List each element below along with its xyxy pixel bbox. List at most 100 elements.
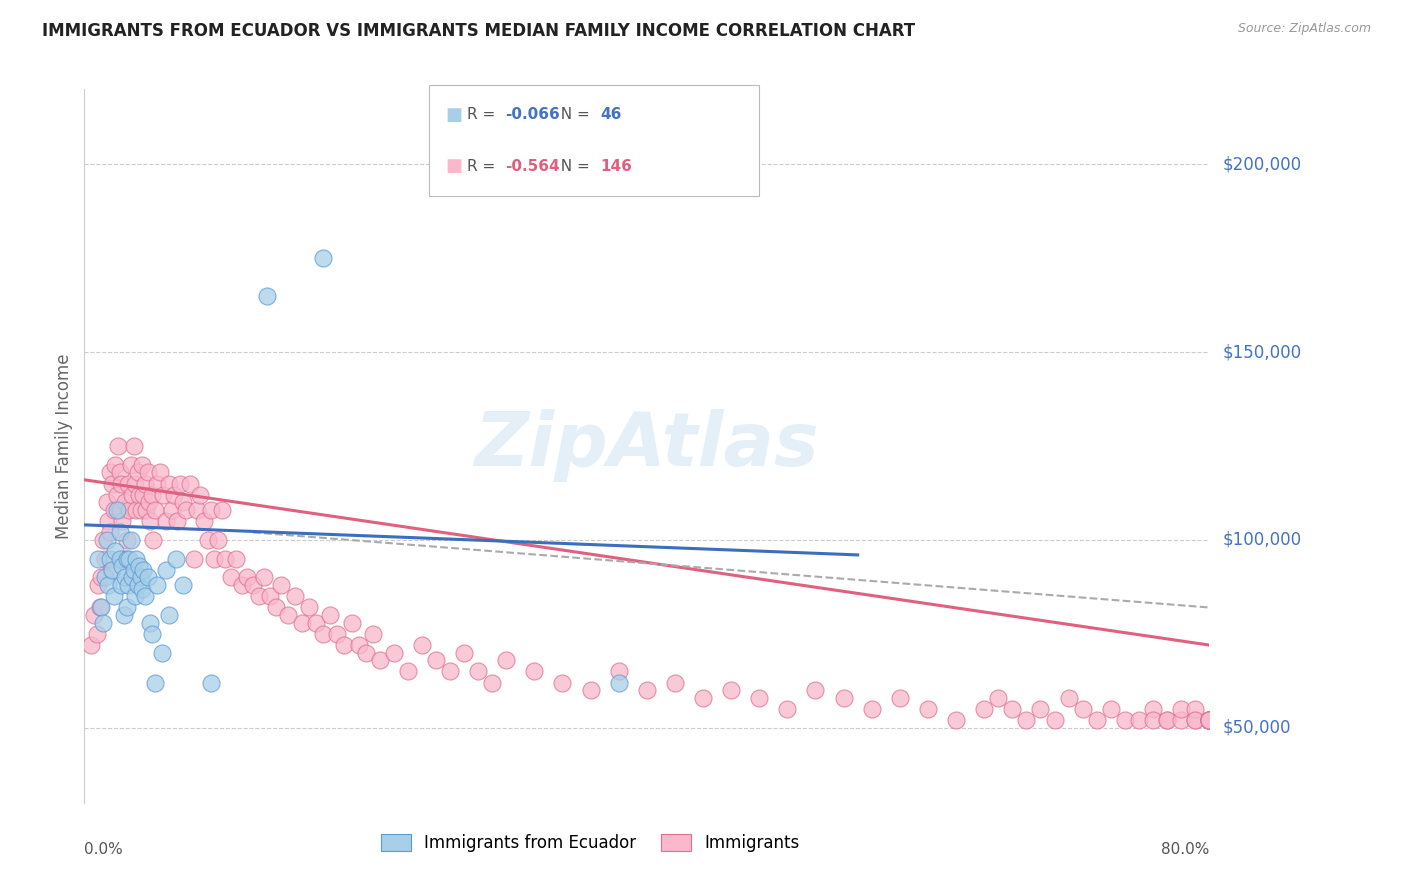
Point [277, 607, 299, 622]
Point [1015, 713, 1038, 727]
Point [174, 503, 197, 517]
Point [347, 638, 370, 652]
Point [467, 665, 489, 679]
Point [1114, 713, 1136, 727]
Point [1198, 713, 1220, 727]
Point [551, 675, 574, 690]
Point [1198, 713, 1220, 727]
Point [692, 690, 714, 705]
Point [312, 251, 335, 265]
Point [172, 578, 194, 592]
Point [368, 653, 391, 667]
Point [188, 488, 211, 502]
Point [200, 503, 222, 517]
Point [1184, 713, 1206, 727]
Point [146, 578, 169, 592]
Point [114, 570, 136, 584]
Text: R =: R = [467, 159, 501, 174]
Point [453, 646, 475, 660]
Point [124, 589, 146, 603]
Point [90, 570, 112, 584]
Text: ■: ■ [446, 157, 463, 175]
Point [128, 488, 150, 502]
Point [110, 476, 132, 491]
Point [207, 533, 229, 547]
Point [129, 503, 152, 517]
Point [1085, 713, 1108, 727]
Point [607, 675, 630, 690]
Text: N =: N = [551, 107, 595, 122]
Point [1198, 713, 1220, 727]
Point [107, 439, 129, 453]
Text: $200,000: $200,000 [1223, 155, 1302, 173]
Point [125, 503, 148, 517]
Point [1184, 713, 1206, 727]
Point [105, 503, 128, 517]
Point [141, 488, 163, 502]
Point [157, 476, 180, 491]
Legend: Immigrants from Ecuador, Immigrants: Immigrants from Ecuador, Immigrants [374, 827, 807, 859]
Point [150, 646, 173, 660]
Point [98, 465, 121, 479]
Point [131, 582, 153, 596]
Point [200, 675, 222, 690]
Point [636, 683, 658, 698]
Point [139, 615, 162, 630]
Text: 146: 146 [600, 159, 633, 174]
Point [225, 551, 247, 566]
Point [333, 638, 356, 652]
Point [152, 488, 174, 502]
Point [132, 563, 155, 577]
Text: -0.066: -0.066 [505, 107, 560, 122]
Point [108, 465, 131, 479]
Point [105, 488, 128, 502]
Point [139, 514, 162, 528]
Point [97, 514, 120, 528]
Point [122, 563, 145, 577]
Point [121, 570, 143, 584]
Point [1001, 702, 1024, 716]
Point [118, 551, 141, 566]
Point [1142, 702, 1164, 716]
Point [804, 683, 827, 698]
Point [382, 646, 405, 660]
Point [104, 544, 127, 558]
Point [439, 665, 461, 679]
Point [1198, 713, 1220, 727]
Point [1170, 702, 1192, 716]
Point [112, 607, 135, 622]
Point [163, 488, 186, 502]
Point [1198, 713, 1220, 727]
Point [91, 615, 114, 630]
Point [80, 638, 103, 652]
Point [143, 503, 166, 517]
Point [132, 488, 155, 502]
Point [138, 495, 160, 509]
Text: 46: 46 [600, 107, 621, 122]
Point [98, 551, 121, 566]
Point [1128, 713, 1150, 727]
Point [127, 465, 149, 479]
Point [128, 559, 150, 574]
Point [214, 551, 236, 566]
Point [110, 578, 132, 592]
Point [1170, 713, 1192, 727]
Point [172, 495, 194, 509]
Point [183, 551, 205, 566]
Point [1057, 690, 1080, 705]
Point [118, 503, 141, 517]
Text: Source: ZipAtlas.com: Source: ZipAtlas.com [1237, 22, 1371, 36]
Text: N =: N = [551, 159, 595, 174]
Point [134, 589, 156, 603]
Point [579, 683, 602, 698]
Point [776, 702, 799, 716]
Point [219, 570, 242, 584]
Point [236, 570, 259, 584]
Point [87, 578, 110, 592]
Point [122, 439, 145, 453]
Text: $150,000: $150,000 [1223, 343, 1302, 361]
Point [86, 627, 108, 641]
Point [114, 495, 136, 509]
Point [120, 458, 142, 472]
Point [179, 476, 201, 491]
